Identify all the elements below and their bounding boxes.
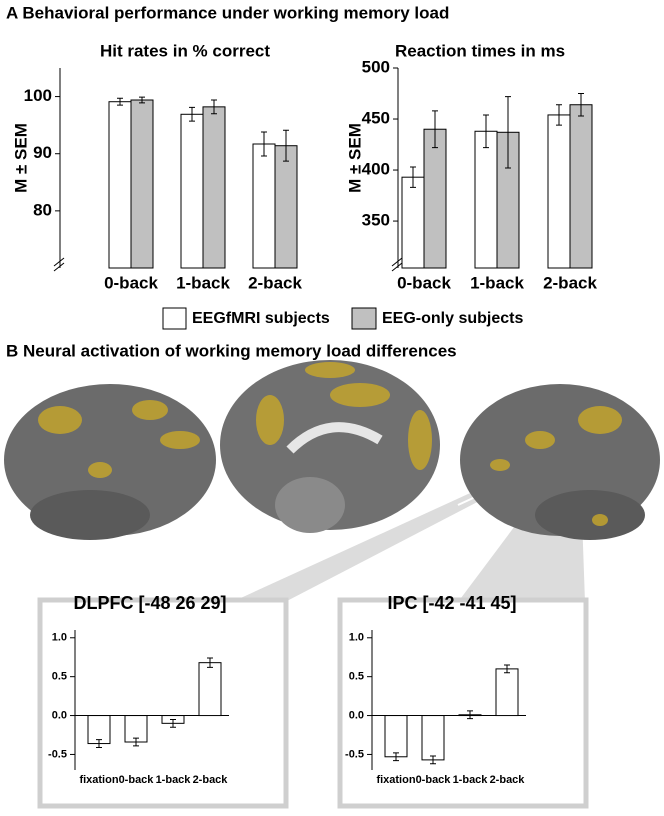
- error-bar: [432, 110, 438, 149]
- x-tick-label: 1-back: [470, 273, 524, 292]
- legend-label: EEG-only subjects: [382, 310, 523, 327]
- error-bar: [410, 166, 416, 188]
- x-tick-label: 1-back: [156, 774, 192, 786]
- y-tick-label: 80: [33, 200, 52, 219]
- error-bar: [467, 710, 473, 720]
- y-tick-label: -0.5: [48, 748, 67, 760]
- x-tick-label: fixation: [79, 774, 118, 786]
- roi-box: [37, 597, 289, 809]
- bar: [130, 99, 154, 269]
- axis-break: [391, 257, 403, 267]
- brain-images: [4, 360, 660, 602]
- panel-a-title: A Behavioral performance under working m…: [6, 3, 449, 22]
- y-tick-label: 400: [362, 160, 390, 179]
- y-tick-label: 0.0: [52, 709, 67, 721]
- chart-title: Hit rates in % correct: [100, 41, 270, 60]
- x-tick-label: 2-back: [248, 273, 302, 292]
- x-tick-label: 0-back: [416, 774, 452, 786]
- error-bar: [211, 99, 217, 115]
- y-tick-label: 90: [33, 143, 52, 162]
- chart-title: Reaction times in ms: [395, 41, 565, 60]
- x-tick-label: 2-back: [543, 273, 597, 292]
- legend-label: EEGfMRI subjects: [192, 310, 330, 327]
- x-tick-label: fixation: [376, 774, 415, 786]
- x-tick-label: 0-back: [397, 273, 451, 292]
- bar: [547, 114, 571, 269]
- error-bar: [207, 657, 213, 668]
- y-tick-label: 0.5: [349, 671, 364, 683]
- error-bar: [556, 104, 562, 126]
- y-tick-label: 350: [362, 211, 390, 230]
- bar: [198, 662, 222, 717]
- y-tick-label: 100: [24, 86, 52, 105]
- y-tick-label: 500: [362, 57, 390, 76]
- legend-swatch: [351, 307, 377, 330]
- y-tick-label: 450: [362, 109, 390, 128]
- legend-swatch: [162, 307, 187, 330]
- axis-break: [53, 257, 65, 267]
- chart-title: DLPFC [-48 26 29]: [73, 593, 226, 613]
- error-bar: [117, 97, 123, 106]
- error-bar: [505, 96, 511, 169]
- chart-title: IPC [-42 -41 45]: [387, 593, 516, 613]
- y-axis-label: M ± SEM: [345, 123, 364, 193]
- axis-break: [53, 262, 65, 272]
- y-tick-label: 0.0: [349, 709, 364, 721]
- bar: [423, 128, 447, 269]
- bar: [384, 715, 408, 758]
- axis-break: [391, 262, 403, 272]
- error-bar: [483, 114, 489, 149]
- legend: EEGfMRI subjects EEG-only subjects: [162, 307, 523, 330]
- x-tick-label: 0-back: [119, 774, 155, 786]
- bar: [569, 104, 593, 269]
- error-bar: [133, 737, 139, 747]
- error-bar: [393, 752, 399, 762]
- error-bar: [189, 106, 195, 122]
- x-tick-label: 1-back: [453, 774, 489, 786]
- error-bar: [430, 755, 436, 765]
- x-tick-label: 0-back: [104, 273, 158, 292]
- bar: [108, 101, 132, 269]
- bar: [202, 106, 226, 269]
- x-tick-label: 1-back: [176, 273, 230, 292]
- bar: [421, 715, 445, 761]
- panel-b-title: B Neural activation of working memory lo…: [6, 341, 457, 360]
- error-bar: [578, 93, 584, 117]
- error-bar: [261, 131, 267, 157]
- y-tick-label: 1.0: [349, 632, 364, 644]
- bar: [401, 176, 425, 269]
- error-bar: [283, 129, 289, 162]
- x-tick-label: 2-back: [193, 774, 229, 786]
- y-tick-label: -0.5: [345, 748, 364, 760]
- error-bar: [139, 96, 145, 104]
- roi-box: [337, 597, 589, 809]
- bar: [252, 143, 276, 269]
- y-axis-label: M ± SEM: [11, 123, 30, 193]
- error-bar: [170, 718, 176, 728]
- bar: [474, 130, 498, 269]
- x-tick-label: 2-back: [490, 774, 526, 786]
- bar: [180, 113, 204, 269]
- error-bar: [504, 664, 510, 674]
- y-tick-label: 1.0: [52, 632, 67, 644]
- bar: [495, 668, 519, 717]
- bar: [274, 145, 298, 269]
- y-tick-label: 0.5: [52, 671, 67, 683]
- error-bar: [96, 739, 102, 748]
